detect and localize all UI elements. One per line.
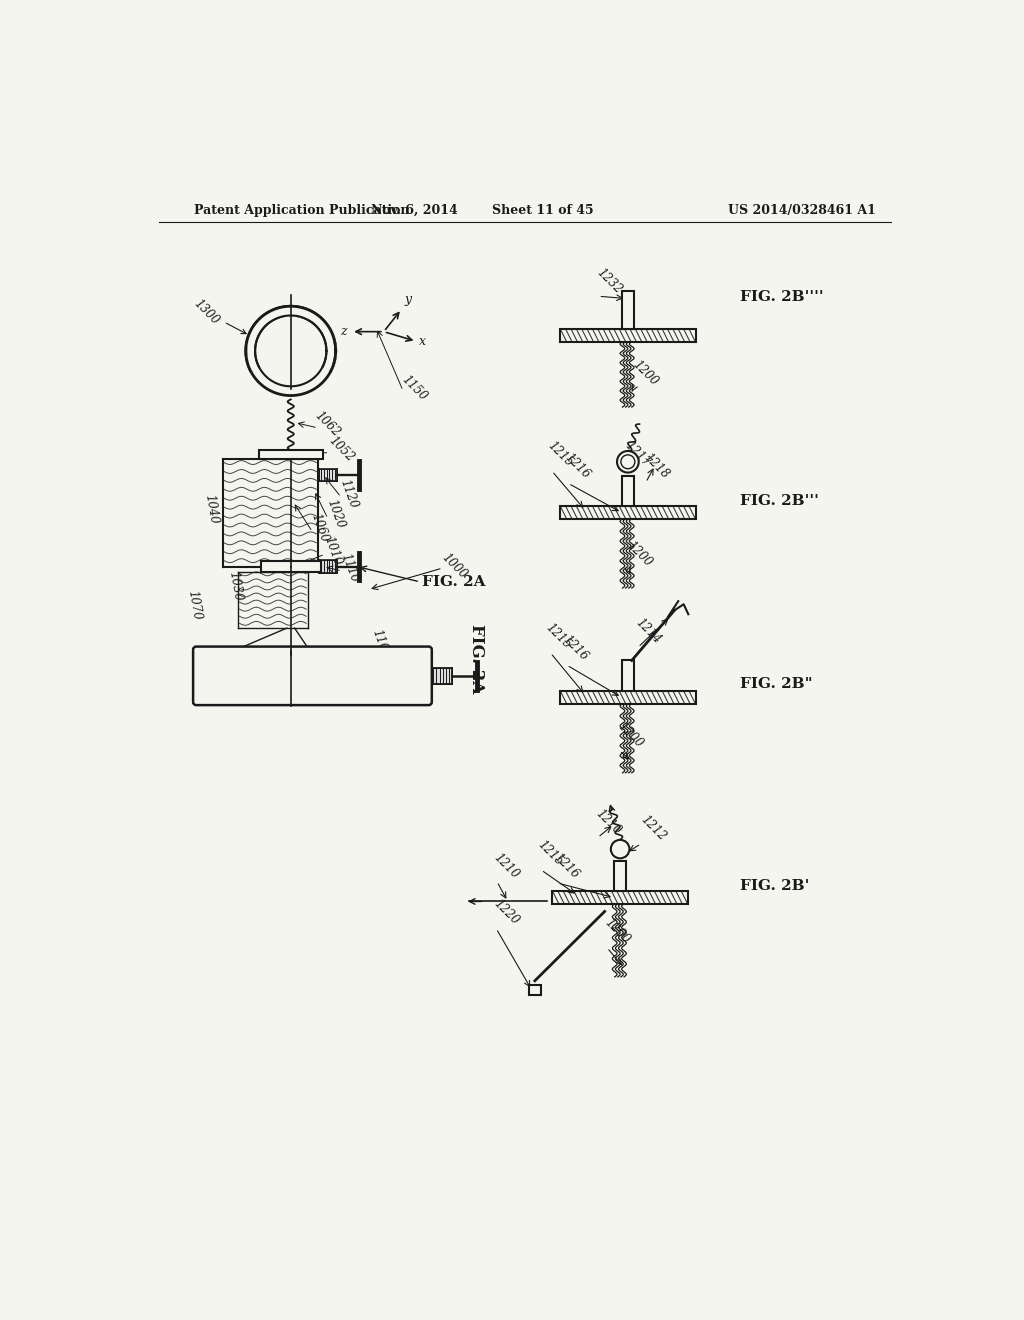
Text: 1215: 1215: [535, 838, 565, 869]
Bar: [445, 668, 449, 684]
Bar: [614, 861, 627, 891]
Bar: [330, 469, 332, 480]
Bar: [560, 692, 695, 704]
Bar: [622, 290, 634, 330]
Bar: [332, 560, 335, 573]
Text: 1120: 1120: [337, 478, 359, 511]
Bar: [436, 668, 439, 684]
Text: 1062: 1062: [311, 409, 342, 440]
Text: 1210: 1210: [490, 851, 521, 882]
Text: 1216: 1216: [560, 634, 591, 664]
Bar: [322, 469, 324, 480]
Bar: [335, 560, 337, 573]
Text: 1217: 1217: [623, 440, 653, 470]
Text: 1212: 1212: [638, 813, 669, 843]
Bar: [560, 330, 695, 342]
FancyBboxPatch shape: [194, 647, 432, 705]
Bar: [327, 469, 330, 480]
Bar: [318, 560, 322, 573]
Bar: [622, 660, 634, 692]
Text: FIG. 2B''': FIG. 2B''': [740, 494, 819, 508]
Text: 1232: 1232: [594, 265, 625, 296]
Text: US 2014/0328461 A1: US 2014/0328461 A1: [728, 205, 877, 218]
Text: 1200: 1200: [624, 539, 654, 569]
Bar: [330, 560, 332, 573]
Text: 1300: 1300: [190, 297, 246, 334]
Text: 1150: 1150: [399, 372, 430, 403]
Bar: [622, 475, 634, 507]
Bar: [439, 668, 442, 684]
Bar: [324, 469, 327, 480]
Text: x: x: [420, 335, 426, 348]
Bar: [259, 450, 323, 459]
Text: 1214: 1214: [633, 616, 664, 647]
Circle shape: [617, 451, 639, 473]
Text: 1110: 1110: [339, 552, 361, 585]
Text: 1040: 1040: [203, 494, 221, 525]
Text: FIG. 2A: FIG. 2A: [468, 624, 485, 693]
Text: Nov. 6, 2014: Nov. 6, 2014: [372, 205, 458, 218]
Text: 1216: 1216: [562, 451, 593, 482]
Text: 1218: 1218: [641, 450, 672, 480]
Bar: [442, 668, 445, 684]
Text: 1215: 1215: [545, 440, 575, 470]
Bar: [324, 560, 327, 573]
Text: 1200: 1200: [602, 916, 633, 946]
Text: z: z: [340, 325, 346, 338]
Text: 1030: 1030: [226, 570, 244, 602]
Text: FIG. 2B'''': FIG. 2B'''': [740, 290, 824, 304]
Circle shape: [621, 455, 635, 469]
Bar: [335, 469, 337, 480]
Text: 1200: 1200: [630, 358, 660, 388]
Text: Patent Application Publication: Patent Application Publication: [194, 205, 410, 218]
Text: 1020: 1020: [324, 498, 346, 531]
Text: 1070: 1070: [185, 589, 203, 620]
Bar: [327, 560, 330, 573]
Bar: [449, 668, 452, 684]
Text: 1052: 1052: [326, 434, 356, 465]
Text: 1215: 1215: [544, 620, 573, 651]
Circle shape: [611, 840, 630, 858]
Bar: [322, 560, 324, 573]
Bar: [552, 891, 688, 904]
Text: y: y: [404, 293, 411, 306]
Bar: [318, 469, 322, 480]
Text: 1100: 1100: [370, 627, 392, 660]
Text: 1010: 1010: [322, 535, 344, 568]
Text: 1220: 1220: [490, 898, 521, 928]
Text: 1000: 1000: [439, 552, 470, 582]
Bar: [433, 668, 436, 684]
Text: 1060: 1060: [308, 512, 331, 544]
Text: FIG. 2B': FIG. 2B': [740, 879, 810, 892]
Bar: [332, 469, 335, 480]
Text: Sheet 11 of 45: Sheet 11 of 45: [492, 205, 594, 218]
Text: 1200: 1200: [614, 719, 645, 751]
Bar: [260, 561, 321, 572]
Text: 1210: 1210: [593, 807, 624, 837]
Text: FIG. 2B": FIG. 2B": [740, 677, 813, 692]
Bar: [528, 985, 541, 995]
Bar: [560, 507, 695, 519]
Text: FIG. 2A: FIG. 2A: [423, 576, 486, 589]
Text: 1216: 1216: [551, 851, 582, 882]
Bar: [430, 668, 433, 684]
